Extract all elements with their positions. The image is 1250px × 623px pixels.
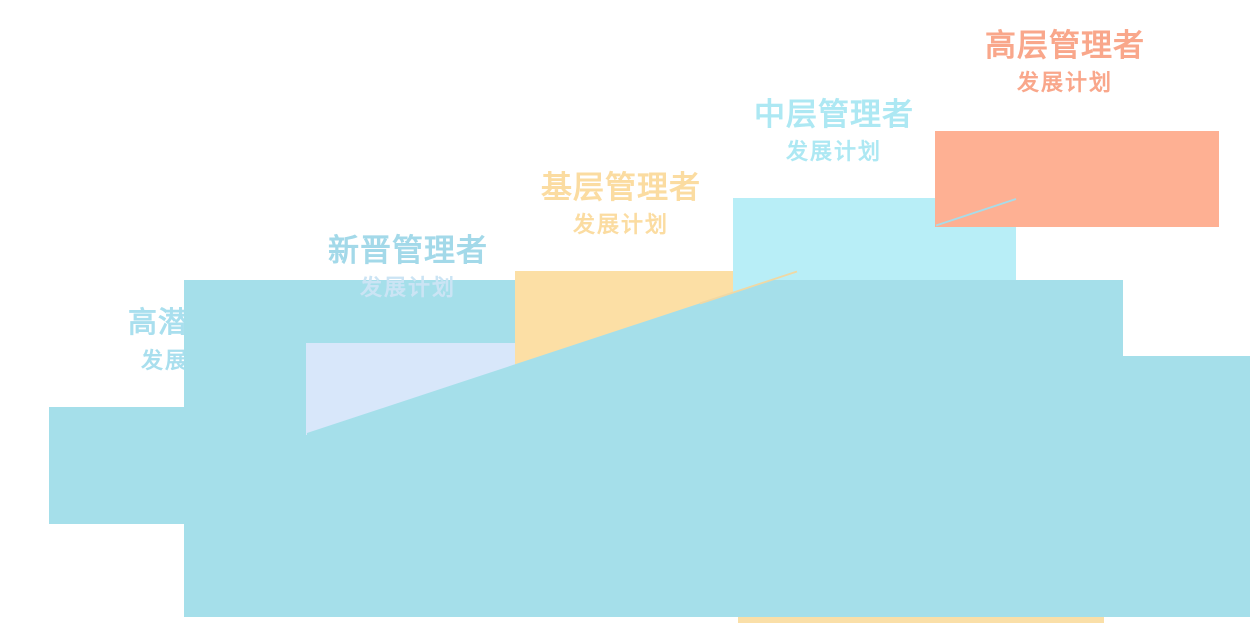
step-title-middle-manager: 中层管理者 xyxy=(754,97,914,133)
step-label-senior-manager: 高层管理者 发展计划 xyxy=(985,31,1145,95)
step-subtitle-senior-manager: 发展计划 xyxy=(1016,71,1113,96)
step-subtitle-new-manager: 发展计划 xyxy=(359,276,456,301)
step-block-frontline-manager xyxy=(515,271,735,617)
step-subtitle-middle-manager: 发展计划 xyxy=(785,140,882,165)
step-title-frontline-manager: 基层管理者 xyxy=(541,170,701,206)
step-block-high-potential xyxy=(49,407,184,524)
step-label-new-manager: 新晋管理者 发展计划 xyxy=(328,236,488,300)
step-title-new-manager: 新晋管理者 xyxy=(328,233,488,269)
right-accent-block xyxy=(1123,356,1250,617)
step-subtitle-frontline-manager: 发展计划 xyxy=(572,213,669,238)
step-label-frontline-manager: 基层管理者 发展计划 xyxy=(541,173,701,237)
step-title-high-potential: 高潜 xyxy=(128,305,189,339)
step-label-middle-manager: 中层管理者 发展计划 xyxy=(754,100,914,164)
bottom-accent-strip xyxy=(738,617,1104,623)
step-title-senior-manager: 高层管理者 xyxy=(985,28,1145,64)
step-block-senior-manager xyxy=(935,131,1219,227)
lavender-accent-block xyxy=(306,343,516,435)
